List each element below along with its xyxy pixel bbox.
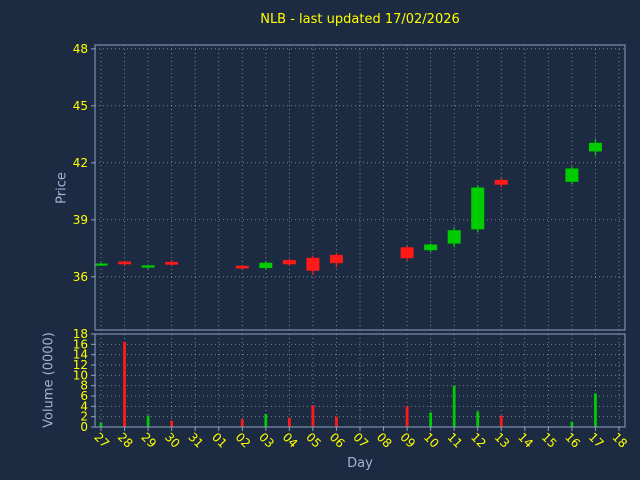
volume-tick-label: 12 (73, 358, 88, 372)
price-tick-label: 36 (73, 270, 88, 284)
volume-tick-label: 14 (73, 348, 88, 362)
volume-tick-label: 8 (80, 379, 88, 393)
volume-bar (146, 415, 150, 427)
x-tick-label: 06 (327, 430, 348, 451)
candle-body (235, 265, 249, 269)
x-tick-label: 07 (350, 430, 371, 451)
price-axis-label: Price (54, 172, 70, 204)
volume-tick-label: 6 (80, 389, 88, 403)
volume-tick-label: 2 (80, 410, 88, 424)
price-tick-label: 42 (73, 156, 88, 170)
x-tick-label: 02 (233, 430, 254, 451)
x-tick-label: 14 (515, 430, 536, 451)
volume-bar (170, 420, 174, 427)
x-tick-label: 31 (186, 430, 207, 451)
volume-bar (452, 385, 456, 427)
candle-body (329, 254, 343, 264)
volume-bar (429, 412, 433, 427)
volume-bar (99, 422, 103, 427)
volume-axes-spine (94, 333, 626, 428)
x-tick-label: 13 (492, 430, 513, 451)
x-tick-label: 08 (374, 430, 395, 451)
chart-title: NLB - last updated 17/02/2026 (260, 12, 460, 27)
x-tick-label: 03 (256, 430, 277, 451)
candle-body (306, 257, 320, 271)
candle-body (565, 168, 579, 182)
price-tick-label: 45 (73, 99, 88, 113)
candle-body (282, 260, 296, 265)
volume-tick-label: 4 (80, 399, 88, 413)
x-tick-label: 01 (209, 430, 230, 451)
candle-body (141, 265, 155, 268)
x-tick-label: 29 (138, 430, 159, 451)
volume-bar (240, 419, 244, 427)
volume-tick-label: 16 (73, 337, 88, 351)
volume-bar (594, 393, 597, 427)
price-axes-spine (94, 44, 626, 331)
volume-tick-label: 10 (73, 368, 88, 382)
volume-axis-label: Volume (0000) (41, 332, 57, 428)
candle-body (471, 187, 485, 230)
volume-bar (287, 417, 291, 427)
candle-body (494, 179, 508, 185)
volume-bar (264, 414, 268, 427)
x-tick-label: 30 (162, 430, 183, 451)
x-tick-label: 18 (609, 430, 630, 451)
x-tick-label: 28 (115, 430, 136, 451)
x-tick-label: 27 (91, 430, 112, 451)
volume-bar (570, 421, 574, 427)
candle-body (165, 261, 179, 265)
volume-bar (335, 416, 338, 427)
x-tick-label: 11 (445, 430, 466, 451)
candle-body (447, 230, 461, 244)
x-tick-label: 04 (280, 430, 301, 451)
candle-body (118, 261, 132, 265)
x-tick-label: 15 (539, 430, 560, 451)
day-axis-label: Day (347, 456, 373, 471)
x-tick-label: 05 (303, 430, 324, 451)
volume-bar (499, 415, 503, 427)
x-tick-label: 09 (397, 430, 418, 451)
x-tick-label: 12 (468, 430, 489, 451)
x-tick-label: 10 (421, 430, 442, 451)
candle-body (424, 244, 438, 251)
candle-body (588, 142, 602, 152)
price-tick-label: 48 (73, 42, 88, 56)
volume-bar (405, 406, 409, 427)
candle-body (94, 263, 108, 266)
candle-body (259, 262, 273, 269)
volume-bar (311, 405, 315, 427)
volume-bar (476, 411, 480, 427)
volume-bar (123, 341, 126, 427)
x-tick-label: 17 (586, 430, 607, 451)
price-tick-label: 39 (73, 213, 88, 227)
candle-body (400, 247, 414, 259)
x-tick-label: 16 (562, 430, 583, 451)
volume-tick-label: 18 (73, 327, 88, 341)
volume-tick-label: 0 (80, 420, 88, 434)
